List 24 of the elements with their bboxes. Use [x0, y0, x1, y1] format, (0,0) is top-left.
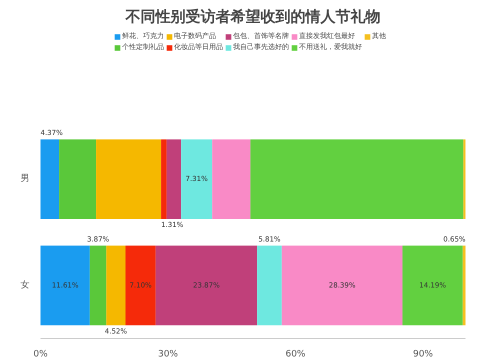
bar [40, 139, 60, 220]
bar [462, 246, 466, 326]
bar [96, 139, 162, 220]
bar [250, 139, 464, 220]
bar [181, 139, 212, 220]
bar [126, 246, 156, 326]
bar [257, 246, 282, 326]
bar [282, 246, 402, 326]
bar [59, 139, 96, 220]
bar [161, 139, 167, 220]
x-tick-label: 0% [33, 350, 48, 360]
bar [106, 246, 126, 326]
x-tick-label: 90% [413, 350, 434, 360]
y-tick-label: 男 [20, 173, 30, 184]
bar [212, 139, 250, 220]
chart-title: 不同性别受访者希望收到的情人节礼物 [124, 8, 380, 26]
x-tick-label: 60% [286, 350, 306, 360]
x-tick-label: 30% [158, 350, 178, 360]
bar [156, 246, 258, 326]
bar [40, 246, 90, 326]
bar [166, 139, 182, 220]
y-tick-label: 女 [20, 279, 30, 290]
bar [402, 246, 463, 326]
bar [90, 246, 106, 326]
